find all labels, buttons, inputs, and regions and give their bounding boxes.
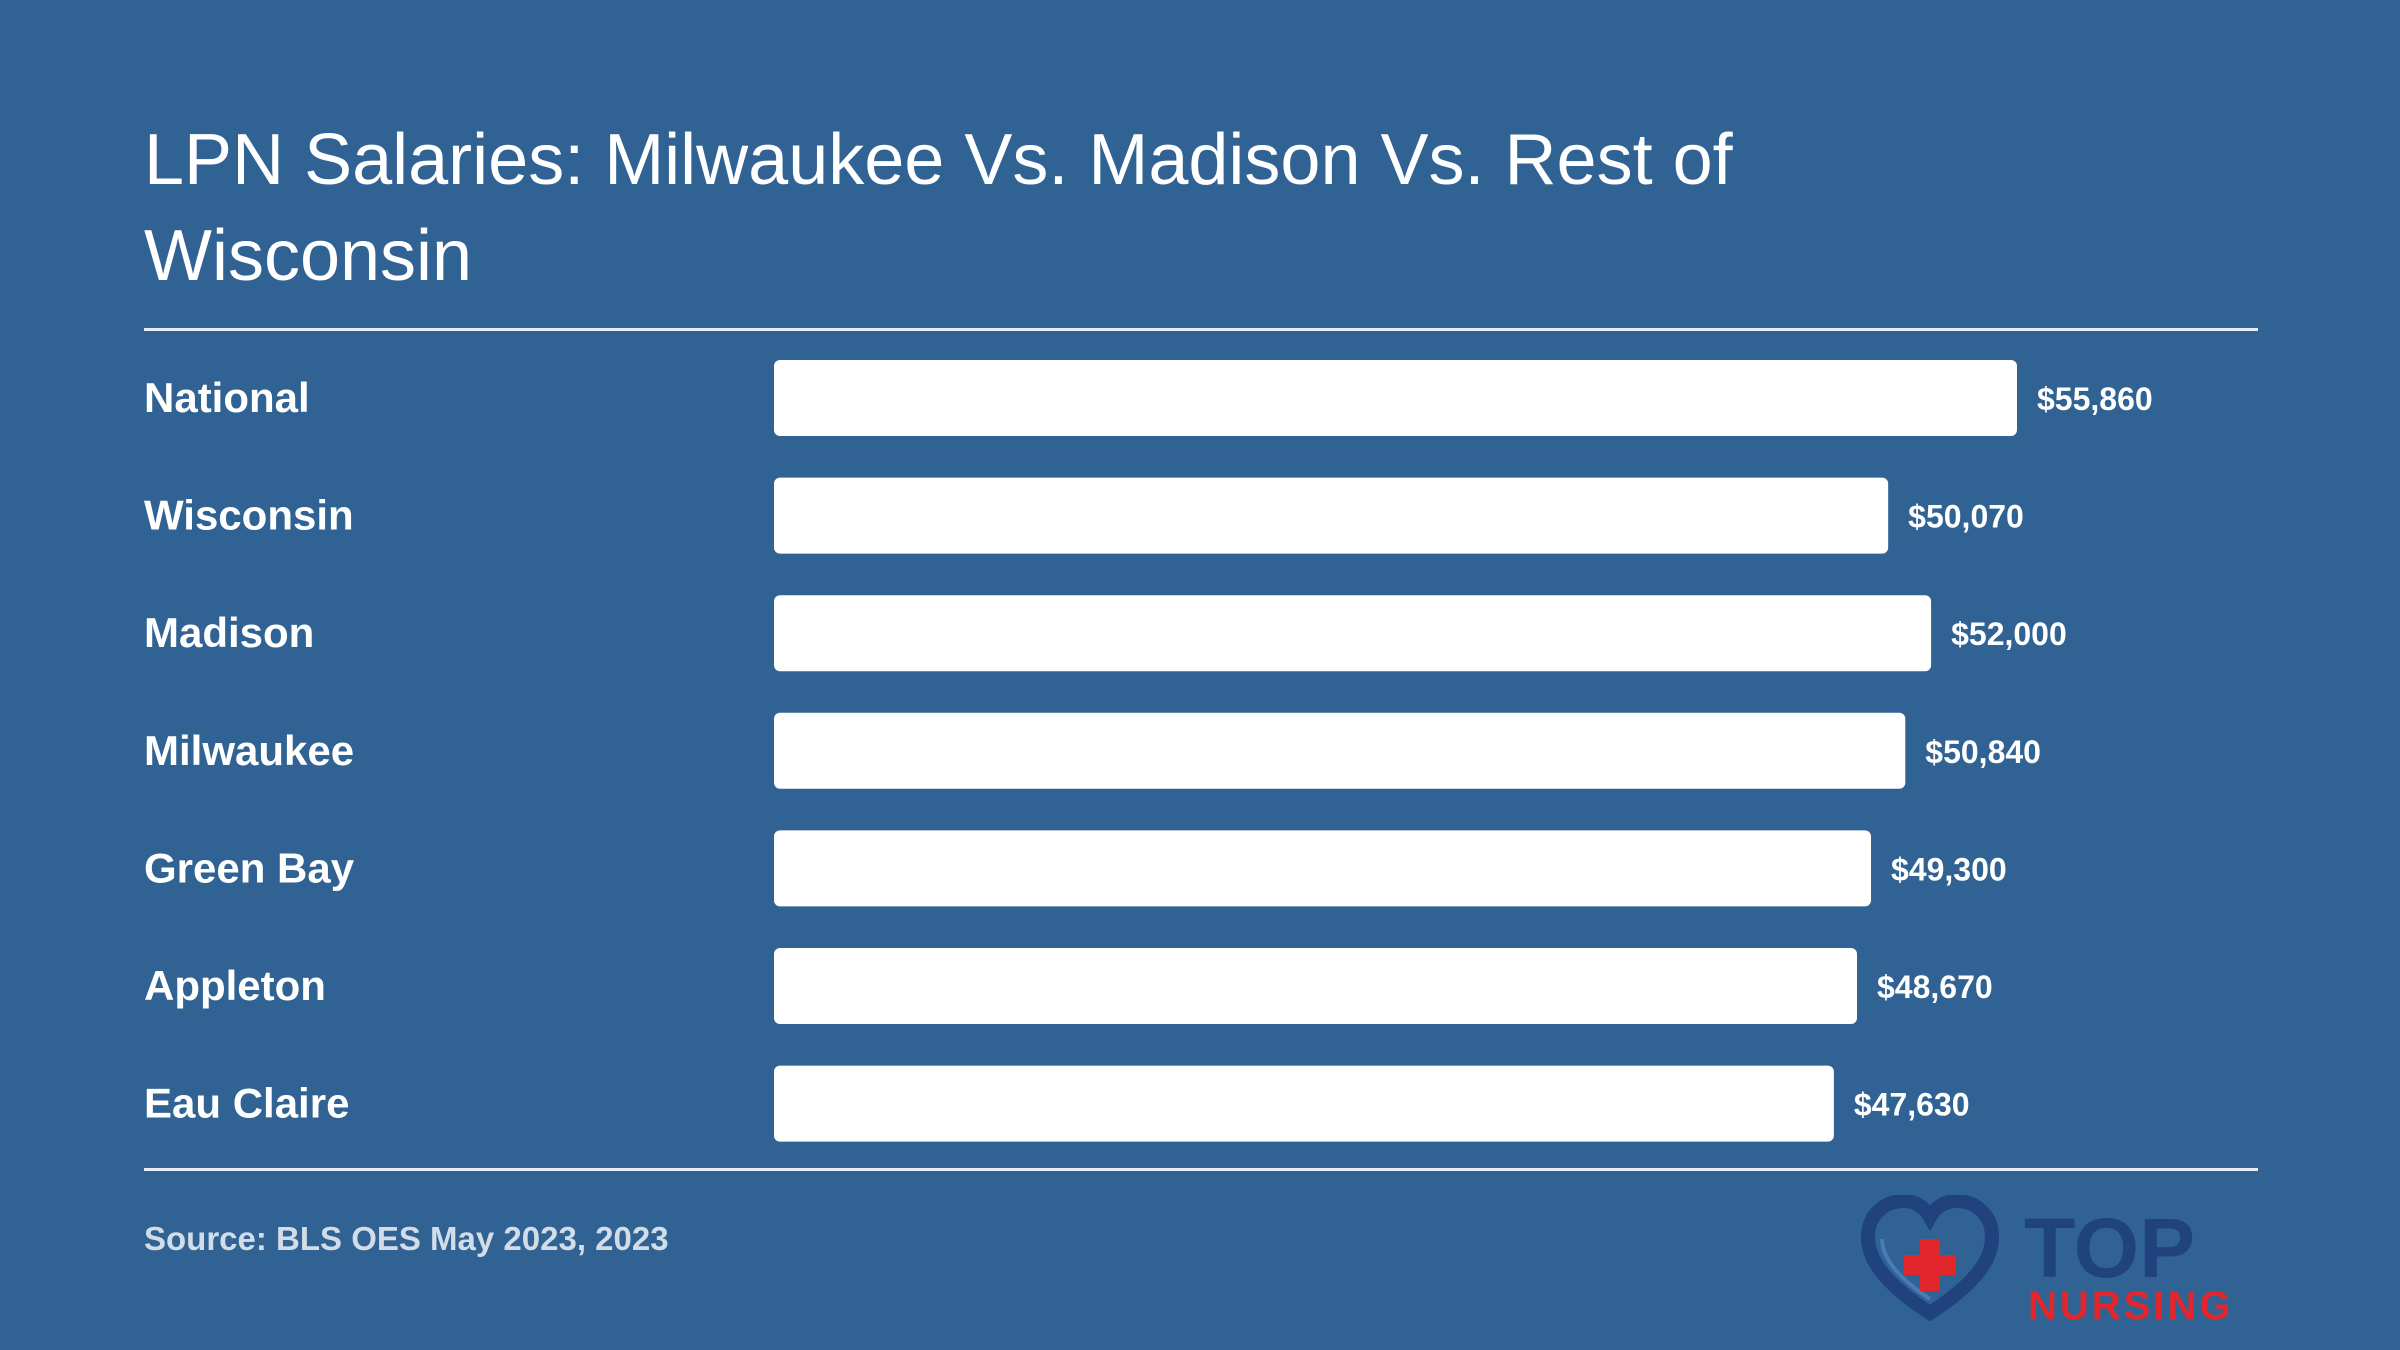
category-label: Eau Claire: [144, 1080, 349, 1127]
category-label: Wisconsin: [144, 492, 354, 539]
value-label: $47,630: [1854, 1087, 1970, 1123]
value-label: $48,670: [1877, 969, 1993, 1005]
category-label: National: [144, 374, 310, 421]
bar: [774, 595, 1932, 672]
bar: [774, 360, 2017, 436]
value-label: $50,070: [1908, 499, 2024, 535]
top-divider: [144, 328, 2258, 331]
source-note: Source: BLS OES May 2023, 2023: [144, 1220, 669, 1257]
category-label: Green Bay: [144, 844, 355, 891]
value-label: $49,300: [1891, 851, 2007, 887]
chart-title: LPN Salaries: Milwaukee Vs. Madison Vs. …: [144, 120, 1733, 296]
category-label: Appleton: [144, 962, 326, 1009]
top-nursing-logo: TOP NURSING: [1860, 1195, 2233, 1325]
value-label: $50,840: [1925, 734, 2041, 770]
bar: [774, 712, 1906, 789]
logo-text-top: TOP: [2024, 1201, 2195, 1295]
value-label: $52,000: [1951, 616, 2067, 652]
bottom-divider: [144, 1168, 2258, 1171]
category-label: Madison: [144, 609, 314, 656]
bar: [774, 830, 1872, 907]
bar: [774, 477, 1889, 554]
bar: [774, 948, 1858, 1024]
value-label: $55,860: [2037, 381, 2153, 417]
logo-text-bottom: NURSING: [2028, 1284, 2233, 1325]
category-label: Milwaukee: [144, 727, 354, 774]
heart-cross-icon: [1860, 1195, 2000, 1322]
bar: [774, 1065, 1834, 1142]
